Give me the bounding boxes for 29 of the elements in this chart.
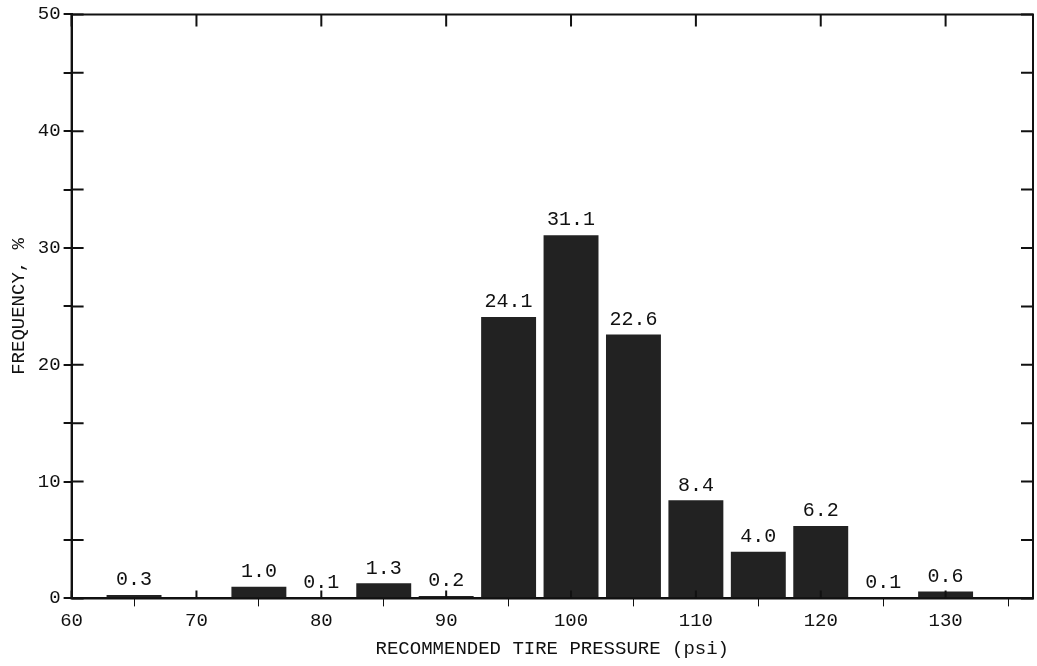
x-tick-label: 130	[928, 609, 963, 632]
x-tick-label: 100	[553, 609, 589, 632]
y-tick-label: 40	[37, 120, 61, 143]
y-tick-label: 0	[49, 587, 61, 610]
x-tick-label: 110	[678, 609, 713, 632]
data-label: 0.2	[428, 569, 465, 593]
x-tick-label: 60	[60, 609, 84, 632]
data-label: 22.6	[609, 307, 658, 331]
data-label: 1.3	[365, 556, 402, 580]
x-tick-label: 70	[185, 609, 208, 632]
x-tick-label: 120	[803, 609, 838, 632]
data-label: 1.0	[240, 560, 277, 584]
data-label: 31.1	[547, 208, 596, 232]
x-tick-label: 80	[309, 609, 333, 632]
data-label: 24.1	[484, 290, 533, 314]
y-tick-label: 10	[37, 470, 61, 493]
y-tick-label: 50	[37, 3, 61, 26]
data-label: 0.6	[927, 564, 964, 588]
data-label: 4.0	[740, 524, 777, 548]
data-label: 0.3	[116, 568, 153, 592]
x-axis-title: RECOMMENDED TIRE PRESSURE (psi)	[375, 637, 730, 660]
data-label: 6.2	[802, 499, 839, 523]
y-axis-title: FREQUENCY, %	[8, 237, 31, 375]
x-tick-label: 90	[434, 609, 458, 632]
y-tick-label: 30	[37, 237, 61, 260]
y-tick-label: 20	[37, 353, 61, 376]
data-label: 8.4	[677, 473, 714, 497]
data-label: 0.1	[865, 570, 902, 594]
data-label: 0.1	[303, 570, 340, 594]
